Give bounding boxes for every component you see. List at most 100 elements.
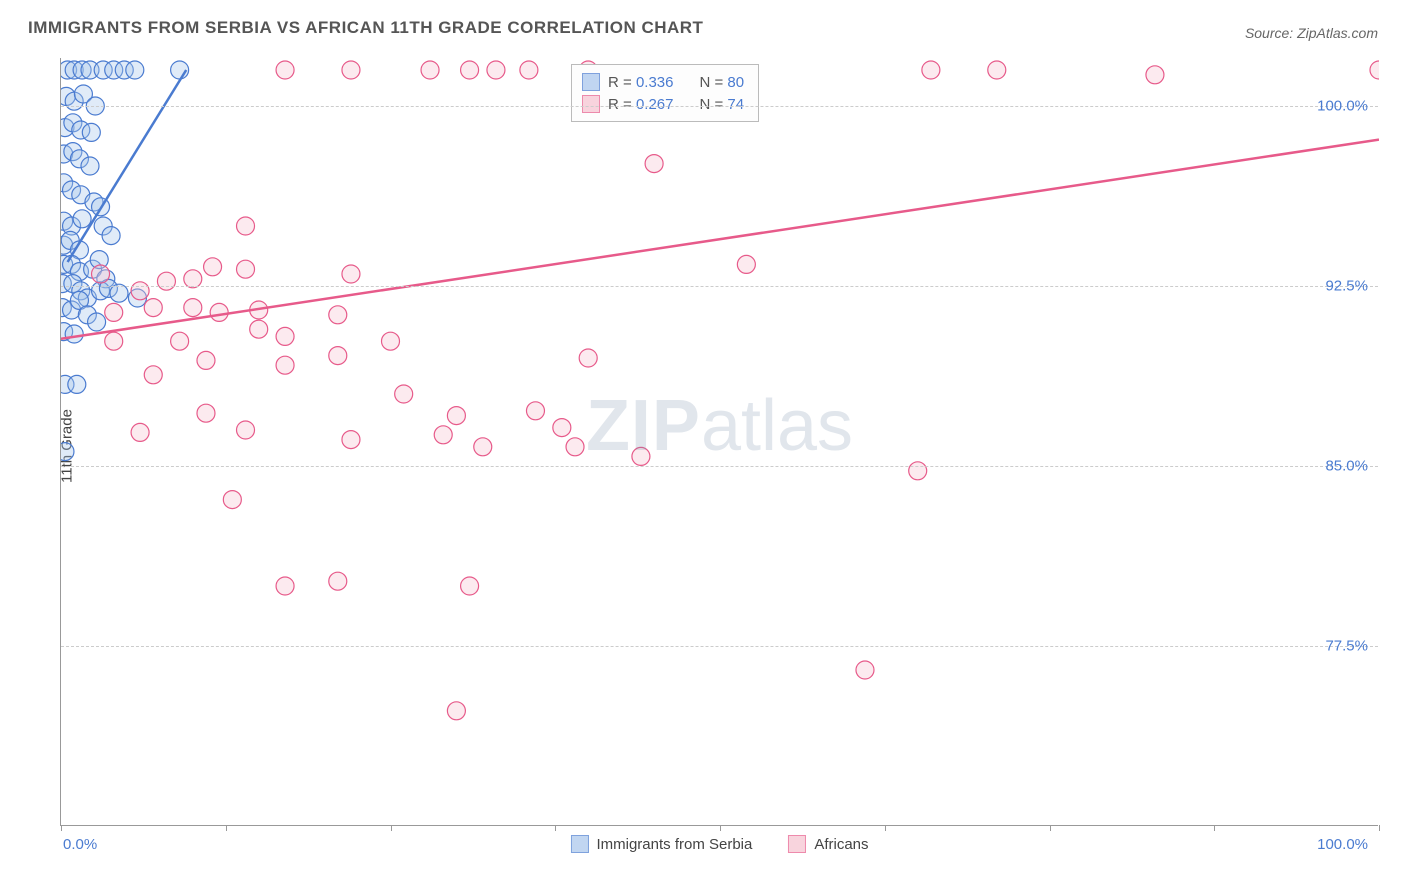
scatter-point bbox=[88, 313, 106, 331]
stat-n-label: N = 80 bbox=[699, 74, 744, 91]
x-tick-mark bbox=[1214, 825, 1215, 831]
bottom-legend-item: Africans bbox=[788, 835, 868, 853]
scatter-point bbox=[737, 255, 755, 273]
scatter-point bbox=[342, 431, 360, 449]
scatter-point bbox=[421, 61, 439, 79]
scatter-point bbox=[632, 447, 650, 465]
x-tick-max: 100.0% bbox=[1317, 836, 1368, 853]
gridline bbox=[61, 106, 1378, 107]
x-tick-mark bbox=[391, 825, 392, 831]
scatter-point bbox=[276, 577, 294, 595]
scatter-point bbox=[144, 299, 162, 317]
scatter-point bbox=[131, 282, 149, 300]
scatter-point bbox=[250, 320, 268, 338]
scatter-point bbox=[61, 443, 74, 461]
scatter-point bbox=[68, 375, 86, 393]
scatter-point bbox=[197, 351, 215, 369]
scatter-point bbox=[237, 421, 255, 439]
legend-swatch bbox=[582, 73, 600, 91]
scatter-point bbox=[131, 423, 149, 441]
y-tick-label: 100.0% bbox=[1317, 98, 1368, 115]
scatter-point bbox=[856, 661, 874, 679]
gridline bbox=[61, 646, 1378, 647]
scatter-point bbox=[184, 299, 202, 317]
trend-line bbox=[61, 140, 1379, 339]
legend-swatch bbox=[582, 95, 600, 113]
x-tick-mark bbox=[1050, 825, 1051, 831]
scatter-point bbox=[520, 61, 538, 79]
scatter-point bbox=[144, 366, 162, 384]
scatter-point bbox=[922, 61, 940, 79]
stats-legend-row: R = 0.336 N = 80 bbox=[582, 71, 744, 93]
x-tick-mark bbox=[555, 825, 556, 831]
stat-r-label: R = 0.336 bbox=[608, 74, 673, 91]
scatter-point bbox=[553, 419, 571, 437]
scatter-point bbox=[102, 227, 120, 245]
x-tick-mark bbox=[720, 825, 721, 831]
legend-swatch bbox=[570, 835, 588, 853]
x-tick-mark bbox=[1379, 825, 1380, 831]
legend-swatch bbox=[788, 835, 806, 853]
scatter-point bbox=[73, 210, 91, 228]
scatter-point bbox=[342, 61, 360, 79]
scatter-point bbox=[171, 332, 189, 350]
y-tick-label: 77.5% bbox=[1325, 638, 1368, 655]
scatter-point bbox=[237, 217, 255, 235]
stat-n-label: N = 74 bbox=[699, 96, 744, 113]
scatter-point bbox=[197, 404, 215, 422]
scatter-point bbox=[329, 347, 347, 365]
scatter-point bbox=[92, 265, 110, 283]
scatter-point bbox=[329, 306, 347, 324]
x-tick-mark bbox=[885, 825, 886, 831]
scatter-point bbox=[276, 327, 294, 345]
scatter-point bbox=[645, 155, 663, 173]
gridline bbox=[61, 466, 1378, 467]
scatter-point bbox=[342, 265, 360, 283]
scatter-point bbox=[81, 157, 99, 175]
scatter-point bbox=[461, 577, 479, 595]
scatter-point bbox=[65, 325, 83, 343]
scatter-point bbox=[988, 61, 1006, 79]
x-tick-mark bbox=[226, 825, 227, 831]
scatter-point bbox=[395, 385, 413, 403]
bottom-legend-item: Immigrants from Serbia bbox=[570, 835, 752, 853]
x-tick-min: 0.0% bbox=[63, 836, 97, 853]
stat-r-label: R = 0.267 bbox=[608, 96, 673, 113]
scatter-point bbox=[579, 349, 597, 367]
scatter-point bbox=[105, 332, 123, 350]
scatter-point bbox=[204, 258, 222, 276]
scatter-point bbox=[909, 462, 927, 480]
scatter-point bbox=[223, 491, 241, 509]
scatter-point bbox=[461, 61, 479, 79]
scatter-point bbox=[237, 260, 255, 278]
bottom-legend: Immigrants from Serbia Africans bbox=[570, 835, 868, 853]
scatter-point bbox=[447, 407, 465, 425]
plot-area: ZIPatlas R = 0.336N = 80R = 0.267N = 74 … bbox=[60, 58, 1378, 826]
source-label: Source: ZipAtlas.com bbox=[1245, 25, 1378, 41]
scatter-point bbox=[382, 332, 400, 350]
scatter-point bbox=[474, 438, 492, 456]
scatter-point bbox=[526, 402, 544, 420]
scatter-point bbox=[447, 702, 465, 720]
gridline bbox=[61, 286, 1378, 287]
y-tick-label: 92.5% bbox=[1325, 278, 1368, 295]
scatter-point bbox=[329, 572, 347, 590]
scatter-point bbox=[210, 303, 228, 321]
chart-title: IMMIGRANTS FROM SERBIA VS AFRICAN 11TH G… bbox=[28, 18, 703, 38]
legend-label: Immigrants from Serbia bbox=[596, 836, 752, 853]
scatter-point bbox=[157, 272, 175, 290]
scatter-point bbox=[126, 61, 144, 79]
scatter-svg bbox=[61, 58, 1379, 826]
scatter-point bbox=[82, 123, 100, 141]
legend-label: Africans bbox=[814, 836, 868, 853]
scatter-point bbox=[487, 61, 505, 79]
y-tick-label: 85.0% bbox=[1325, 458, 1368, 475]
scatter-point bbox=[276, 356, 294, 374]
scatter-point bbox=[105, 303, 123, 321]
stats-legend-row: R = 0.267 N = 74 bbox=[582, 93, 744, 115]
x-tick-mark bbox=[61, 825, 62, 831]
stats-legend-box: R = 0.336 N = 80 R = 0.267 N = 74 bbox=[571, 64, 759, 122]
scatter-point bbox=[1146, 66, 1164, 84]
scatter-point bbox=[276, 61, 294, 79]
scatter-point bbox=[566, 438, 584, 456]
